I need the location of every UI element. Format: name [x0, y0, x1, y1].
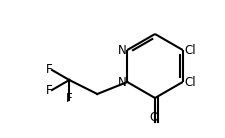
Text: Cl: Cl: [184, 75, 196, 88]
Text: F: F: [66, 92, 72, 105]
Text: Cl: Cl: [184, 43, 196, 56]
Text: F: F: [46, 63, 52, 76]
Text: O: O: [149, 111, 158, 124]
Text: F: F: [46, 84, 52, 97]
Text: N: N: [117, 43, 126, 56]
Text: N: N: [117, 75, 126, 88]
